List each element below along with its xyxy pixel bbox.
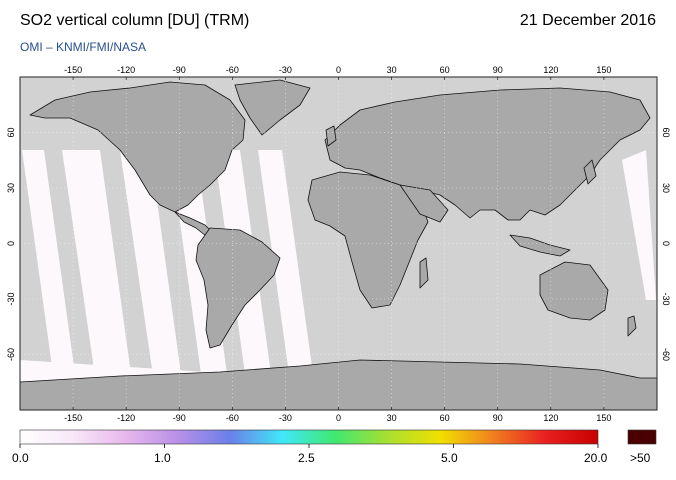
colorbar-overflow-label: >50 [630,451,651,465]
longitude-tick-label: 0 [336,65,341,75]
latitude-tick-label: 30 [6,183,16,193]
longitude-tick-label: -120 [117,65,135,75]
map-frame: -150 -120 -90 -60 -30 0 30 60 90 120 150 -150 -120-… [6,65,671,423]
orbit-swath [120,150,186,410]
latitude-ticks-right: 60 30 0 -30 -60 [661,127,671,361]
longitude-ticks-bottom: -150 -120 -90 -60 -30 0 30 60 90 120 150 [64,407,611,423]
land-uk [325,125,337,147]
longitude-tick-label: -120 [117,413,135,423]
longitude-tick-label: 90 [493,413,503,423]
colorbar-ticks [19,444,599,448]
longitude-tick-label: -30 [279,65,292,75]
longitude-tick-label: 120 [543,413,558,423]
map-title: SO2 vertical column [DU] (TRM) [20,12,250,29]
land-australia [539,261,609,321]
longitude-tick-label: -90 [173,413,186,423]
land-north-america [29,81,246,213]
longitude-ticks-top: -150 -120 -90 -60 -30 0 30 60 90 120 150 [64,65,611,80]
colorbar-label: 1.0 [154,451,171,465]
longitude-tick-label: -90 [173,65,186,75]
land-south-america [195,227,281,349]
latitude-tick-label: 0 [661,241,671,246]
latitude-tick-label: -60 [661,348,671,361]
longitude-tick-label: 30 [387,65,397,75]
longitude-tick-label: 0 [336,413,341,423]
colorbar-label: 20.0 [584,451,608,465]
colorbar-overflow-swatch [627,429,657,445]
longitude-tick-label: 150 [596,65,611,75]
land-new-zealand [627,315,637,337]
land-greenland [234,79,311,136]
colorbar [19,429,657,448]
latitude-tick-label: 60 [661,127,671,137]
orbit-swath [62,150,136,410]
latitude-tick-label: 60 [6,127,16,137]
latitude-tick-label: -60 [6,348,16,361]
land-indonesia [509,234,571,257]
data-credit: OMI – KNMI/FMI/NASA [20,40,147,54]
land-africa [307,171,429,309]
land-arabia [399,184,449,223]
longitude-tick-label: 120 [543,65,558,75]
land-madagascar [419,257,429,289]
longitude-tick-label: -30 [279,413,292,423]
longitude-tick-label: -150 [64,65,82,75]
colorbar-label: 2.5 [298,451,315,465]
longitude-tick-label: -60 [226,65,239,75]
latitude-tick-label: -30 [661,292,671,305]
longitude-tick-label: 60 [440,65,450,75]
orbit-swath [22,150,80,410]
longitude-tick-label: 30 [387,413,397,423]
orbit-swath [622,150,656,300]
latitude-tick-label: 30 [661,183,671,193]
longitude-tick-label: 60 [440,413,450,423]
longitude-tick-label: 90 [493,65,503,75]
latitude-tick-label: -30 [6,292,16,305]
colorbar-label: 0.0 [12,451,29,465]
longitude-tick-label: -60 [226,413,239,423]
longitude-tick-label: -150 [64,413,82,423]
orbit-swath [258,150,318,410]
colorbar-scale [19,429,599,445]
latitude-ticks-left: 60 30 0 -30 -60 [6,127,16,361]
colorbar-label: 5.0 [441,451,458,465]
longitude-tick-label: 150 [596,413,611,423]
land-japan [583,159,597,185]
map-date: 21 December 2016 [519,12,656,29]
latitude-tick-label: 0 [6,241,16,246]
